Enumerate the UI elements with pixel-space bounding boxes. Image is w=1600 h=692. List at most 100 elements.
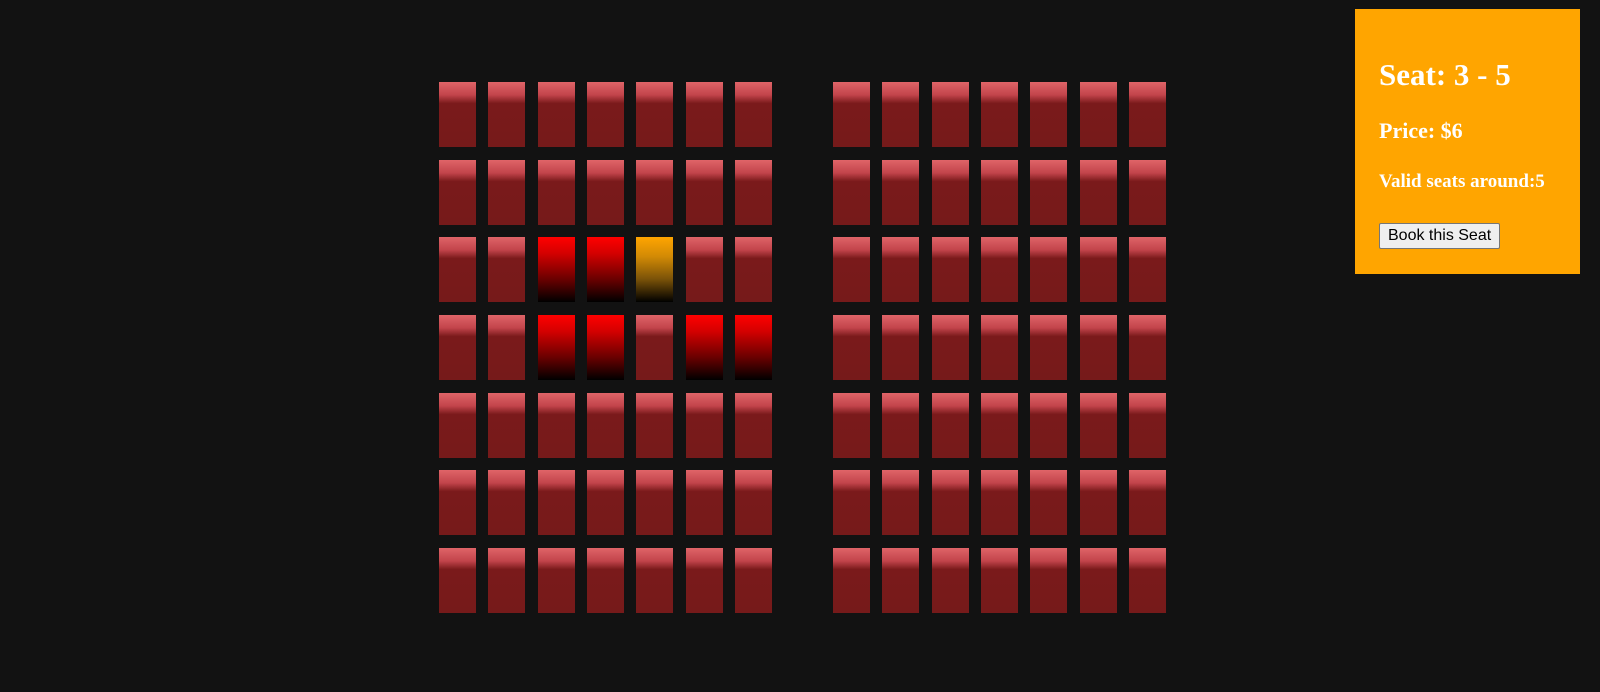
- selected-seat[interactable]: [636, 237, 673, 302]
- seat[interactable]: [686, 393, 723, 458]
- seat[interactable]: [1030, 315, 1067, 380]
- seat[interactable]: [636, 82, 673, 147]
- seat[interactable]: [932, 470, 969, 535]
- seat[interactable]: [735, 237, 772, 302]
- seat[interactable]: [1129, 82, 1166, 147]
- seat[interactable]: [587, 393, 624, 458]
- seat[interactable]: [981, 315, 1018, 380]
- seat[interactable]: [439, 160, 476, 225]
- seat[interactable]: [587, 548, 624, 613]
- seat[interactable]: [833, 160, 870, 225]
- seat[interactable]: [735, 315, 772, 380]
- seat[interactable]: [735, 470, 772, 535]
- seat[interactable]: [1129, 548, 1166, 613]
- seat[interactable]: [1080, 393, 1117, 458]
- seat[interactable]: [439, 315, 476, 380]
- seat[interactable]: [488, 237, 525, 302]
- seat[interactable]: [833, 237, 870, 302]
- seat[interactable]: [735, 548, 772, 613]
- seat[interactable]: [439, 393, 476, 458]
- seat[interactable]: [587, 470, 624, 535]
- seat[interactable]: [882, 470, 919, 535]
- seat[interactable]: [833, 548, 870, 613]
- seat[interactable]: [488, 82, 525, 147]
- seat[interactable]: [882, 315, 919, 380]
- seat[interactable]: [538, 315, 575, 380]
- seat[interactable]: [686, 315, 723, 380]
- seat[interactable]: [1080, 470, 1117, 535]
- seat[interactable]: [686, 237, 723, 302]
- book-seat-button[interactable]: Book this Seat: [1379, 223, 1501, 249]
- seat[interactable]: [833, 393, 870, 458]
- seat[interactable]: [488, 393, 525, 458]
- seat[interactable]: [439, 237, 476, 302]
- seat[interactable]: [882, 393, 919, 458]
- seat[interactable]: [439, 470, 476, 535]
- seat[interactable]: [932, 315, 969, 380]
- seat[interactable]: [1080, 237, 1117, 302]
- seat[interactable]: [981, 393, 1018, 458]
- seat[interactable]: [686, 82, 723, 147]
- seat[interactable]: [1129, 393, 1166, 458]
- seat[interactable]: [932, 237, 969, 302]
- seat[interactable]: [1129, 470, 1166, 535]
- seat[interactable]: [1030, 470, 1067, 535]
- seat[interactable]: [488, 548, 525, 613]
- seat[interactable]: [932, 548, 969, 613]
- seat[interactable]: [587, 82, 624, 147]
- seat[interactable]: [1030, 548, 1067, 613]
- seat[interactable]: [1030, 82, 1067, 147]
- seat[interactable]: [1080, 315, 1117, 380]
- seat[interactable]: [538, 82, 575, 147]
- seat[interactable]: [882, 160, 919, 225]
- seat[interactable]: [1030, 237, 1067, 302]
- seat[interactable]: [538, 548, 575, 613]
- seat[interactable]: [686, 160, 723, 225]
- seat[interactable]: [833, 315, 870, 380]
- seat[interactable]: [882, 237, 919, 302]
- seat[interactable]: [932, 82, 969, 147]
- seat[interactable]: [1129, 237, 1166, 302]
- seat[interactable]: [636, 470, 673, 535]
- seat[interactable]: [1030, 160, 1067, 225]
- seat[interactable]: [932, 393, 969, 458]
- seat[interactable]: [488, 470, 525, 535]
- seat[interactable]: [488, 160, 525, 225]
- seat[interactable]: [981, 160, 1018, 225]
- seat[interactable]: [833, 82, 870, 147]
- seat[interactable]: [488, 315, 525, 380]
- seat[interactable]: [1080, 548, 1117, 613]
- seat[interactable]: [686, 548, 723, 613]
- seat[interactable]: [882, 548, 919, 613]
- seat[interactable]: [981, 548, 1018, 613]
- seat[interactable]: [981, 237, 1018, 302]
- seat[interactable]: [636, 548, 673, 613]
- seat[interactable]: [538, 470, 575, 535]
- seat[interactable]: [538, 160, 575, 225]
- seat[interactable]: [538, 393, 575, 458]
- seat[interactable]: [636, 393, 673, 458]
- seat[interactable]: [735, 393, 772, 458]
- seat[interactable]: [587, 237, 624, 302]
- seat[interactable]: [981, 470, 1018, 535]
- seat[interactable]: [1030, 393, 1067, 458]
- seat[interactable]: [587, 160, 624, 225]
- seat[interactable]: [439, 82, 476, 147]
- seat[interactable]: [735, 160, 772, 225]
- seat[interactable]: [1080, 82, 1117, 147]
- seat[interactable]: [439, 548, 476, 613]
- seat[interactable]: [686, 470, 723, 535]
- seat[interactable]: [1080, 160, 1117, 225]
- seat[interactable]: [932, 160, 969, 225]
- seat[interactable]: [833, 470, 870, 535]
- seat[interactable]: [1129, 315, 1166, 380]
- price-label: Price: $6: [1379, 118, 1463, 143]
- seat[interactable]: [587, 315, 624, 380]
- seat[interactable]: [1129, 160, 1166, 225]
- seat[interactable]: [636, 160, 673, 225]
- seat[interactable]: [735, 82, 772, 147]
- seat[interactable]: [636, 315, 673, 380]
- seat[interactable]: [882, 82, 919, 147]
- seat[interactable]: [981, 82, 1018, 147]
- seat[interactable]: [538, 237, 575, 302]
